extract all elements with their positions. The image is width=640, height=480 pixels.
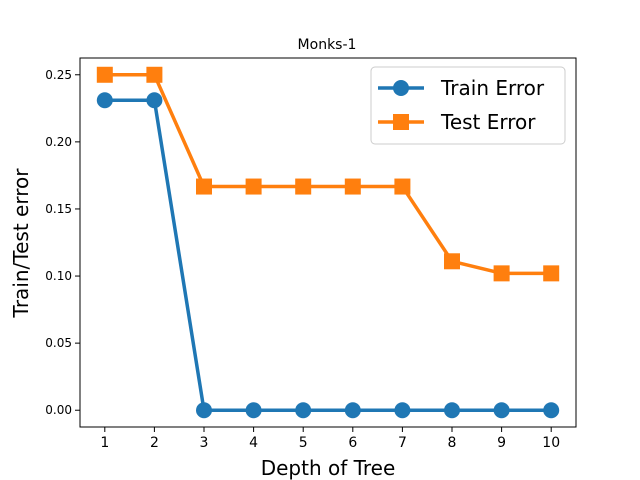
series-train-error bbox=[96, 92, 560, 419]
data-point bbox=[444, 402, 460, 419]
y-axis-label: Train/Test error bbox=[9, 168, 33, 319]
data-point bbox=[344, 402, 361, 419]
data-point bbox=[295, 178, 312, 195]
data-point bbox=[196, 178, 212, 195]
y-axis-ticks: 0.00 0.05 0.10 0.15 0.20 0.25 bbox=[45, 68, 80, 417]
x-axis-label: Depth of Tree bbox=[261, 456, 396, 480]
series-line bbox=[104, 73, 552, 276]
y-tick-label: 0.25 bbox=[45, 68, 72, 82]
data-point bbox=[344, 178, 361, 195]
x-tick-label: 8 bbox=[448, 435, 457, 451]
data-point bbox=[295, 402, 312, 419]
y-tick-label: 0.10 bbox=[45, 269, 72, 283]
data-point bbox=[96, 66, 113, 83]
legend-label: Train Error bbox=[440, 76, 545, 100]
x-tick-label: 5 bbox=[299, 435, 308, 451]
x-tick-label: 10 bbox=[542, 435, 560, 451]
legend: Train Error Test Error bbox=[370, 66, 566, 145]
legend-label: Test Error bbox=[440, 110, 536, 134]
data-point bbox=[394, 402, 411, 419]
x-tick-label: 6 bbox=[348, 435, 357, 451]
data-point bbox=[245, 178, 262, 195]
x-tick-label: 2 bbox=[150, 435, 159, 451]
y-tick-label: 0.20 bbox=[45, 135, 72, 149]
x-tick-label: 4 bbox=[249, 435, 258, 451]
x-tick-label: 9 bbox=[497, 435, 506, 451]
data-point bbox=[96, 92, 113, 109]
data-point bbox=[196, 402, 212, 419]
data-point bbox=[245, 402, 262, 419]
data-point bbox=[394, 178, 411, 195]
legend-item: Train Error bbox=[378, 76, 545, 100]
legend-marker bbox=[393, 114, 409, 130]
x-tick-label: 7 bbox=[398, 435, 407, 451]
data-point bbox=[543, 402, 560, 419]
data-point bbox=[146, 66, 163, 83]
y-tick-label: 0.05 bbox=[45, 336, 72, 350]
data-point bbox=[493, 265, 510, 282]
x-tick-label: 1 bbox=[100, 435, 109, 451]
x-tick-label: 3 bbox=[200, 435, 209, 451]
y-tick-label: 0.15 bbox=[45, 202, 72, 216]
data-point bbox=[444, 253, 460, 270]
x-axis-ticks: 1 2 3 4 5 6 7 8 9 10 bbox=[100, 427, 560, 451]
chart-title: Monks-1 bbox=[298, 37, 357, 53]
legend-marker bbox=[393, 80, 409, 96]
legend-item: Test Error bbox=[378, 110, 536, 134]
plot-area bbox=[96, 66, 560, 419]
series-test-error bbox=[96, 66, 560, 282]
data-point bbox=[146, 92, 163, 109]
data-point bbox=[493, 402, 510, 419]
data-point bbox=[543, 265, 560, 282]
y-tick-label: 0.00 bbox=[45, 403, 72, 417]
series-line bbox=[104, 98, 552, 412]
axes-frame bbox=[79, 57, 577, 428]
